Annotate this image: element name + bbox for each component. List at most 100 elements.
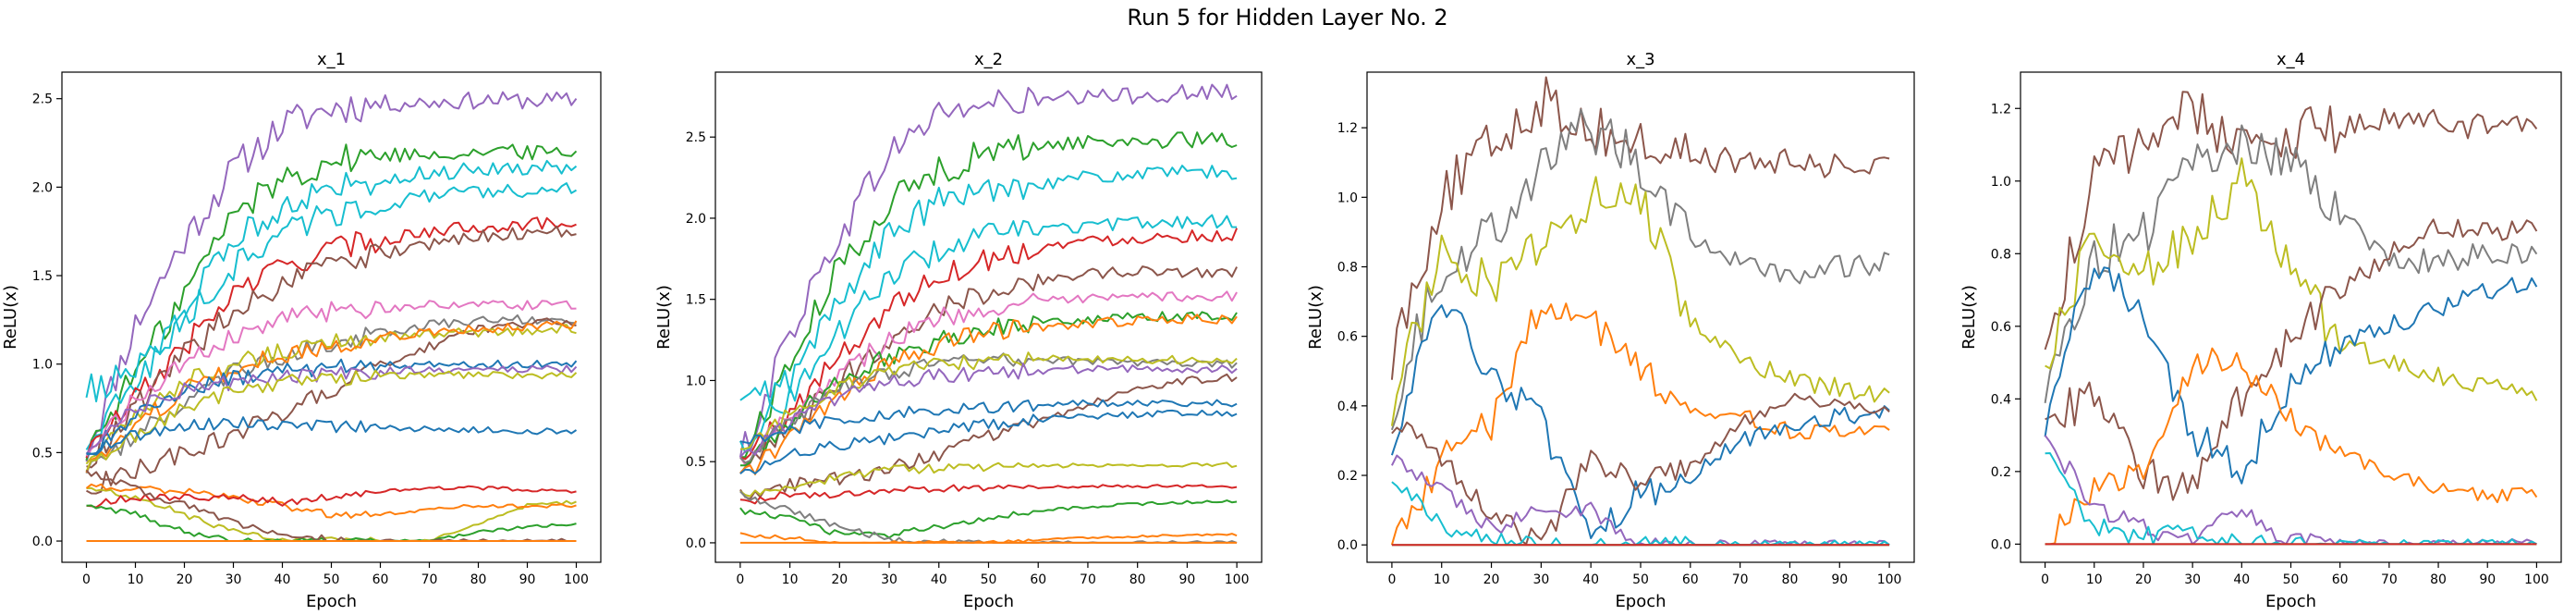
x-tick-label: 50 [324,572,340,587]
x-tick-label: 80 [470,572,487,587]
series-line [86,504,577,542]
series-line [85,300,577,457]
x-tick-label: 60 [1682,572,1699,587]
series-line [85,143,578,461]
series-line [739,399,1238,445]
y-tick-label: 0.4 [1991,392,2011,407]
x-tick-label: 30 [226,572,242,587]
series-line [85,216,577,459]
x-tick-label: 70 [421,572,438,587]
series-line [2044,124,2538,403]
series-line [739,290,1238,466]
x-tick-label: 70 [2381,572,2398,587]
series-line [739,461,1238,498]
subplot-title: x_2 [974,50,1003,69]
series-line [739,165,1238,406]
x-axis-label: Epoch [306,592,357,611]
series-line [739,499,1238,539]
x-axis-label: Epoch [1615,592,1666,611]
subplot-x-2: x_2 0 10 20 30 40 50 60 70 80 90 100 0.0 0.5 1.0 1.5 2.0… [654,50,1263,611]
series-line [85,483,577,519]
x-tick-label: 10 [1434,572,1450,587]
x-tick-label: 80 [1129,572,1146,587]
series-line [85,369,578,473]
series-line [1390,302,1890,546]
x-tick-label: 40 [1582,572,1599,587]
x-tick-label: 60 [1030,572,1046,587]
x-tick-label: 100 [564,572,589,587]
y-tick-label: 0.4 [1337,400,1358,414]
x-tick-label: 80 [1782,572,1799,587]
series-line [739,532,1238,544]
y-tick-label: 1.0 [1991,175,2011,190]
y-axis-label: ReLU(x) [654,285,674,350]
x-tick-label: 100 [1877,572,1902,587]
y-tick-label: 0.6 [1991,320,2011,335]
x-tick-label: 90 [1178,572,1195,587]
series-line [85,364,578,455]
series-line [739,314,1238,475]
x-tick-label: 100 [2524,572,2549,587]
y-tick-label: 2.0 [686,212,706,227]
figure-title: Run 5 for Hidden Layer No. 2 [1127,5,1447,31]
series-line [739,83,1238,458]
series-line [86,486,577,542]
series-line [739,131,1238,459]
y-tick-label: 0.0 [1991,537,2011,552]
x-tick-label: 40 [931,572,947,587]
series-line [86,416,578,456]
series-line [85,91,578,462]
subplot-title: x_4 [2277,50,2305,69]
x-tick-label: 20 [1483,572,1500,587]
x-tick-label: 0 [1387,572,1396,587]
x-tick-label: 10 [782,572,799,587]
series-line [85,182,578,450]
y-tick-label: 2.5 [686,130,706,145]
x-tick-label: 70 [1732,572,1749,587]
series-line [1390,176,1890,426]
y-tick-label: 1.5 [686,293,706,308]
x-tick-label: 90 [2479,572,2496,587]
y-axis-label: ReLU(x) [1959,285,1979,350]
series-line [86,485,577,509]
series-line [2045,157,2538,401]
series-group [2044,91,2538,546]
x-tick-label: 10 [2086,572,2103,587]
y-tick-label: 1.0 [686,374,706,388]
y-tick-label: 0.8 [1991,247,2011,262]
series-line [2044,435,2537,546]
series-line [86,317,577,495]
x-tick-label: 40 [275,572,291,587]
x-tick-label: 60 [2332,572,2349,587]
series-line [739,351,1238,450]
x-tick-label: 50 [1632,572,1649,587]
series-line [86,225,577,469]
series-line [85,159,578,403]
y-tick-label: 0.8 [1337,260,1358,275]
x-tick-label: 10 [128,572,144,587]
y-tick-label: 2.5 [32,92,53,107]
subplot-title: x_1 [317,50,346,69]
series-line [85,320,578,474]
subplot-x-3: x_3 0 10 20 30 40 50 60 70 80 90 100 0.0 0.2 0.4 0.6 0.8… [1306,50,1915,611]
series-line [1391,454,1890,547]
series-line [2045,218,2538,501]
x-axis-label: Epoch [2265,592,2316,611]
axes-frame [2020,71,2562,563]
series-group [739,83,1239,544]
series-line [2045,452,2537,546]
y-tick-label: 0.5 [686,455,706,470]
x-tick-label: 20 [177,572,193,587]
series-group [1390,76,1890,547]
x-tick-label: 60 [372,572,389,587]
y-tick-label: 1.5 [32,269,53,284]
x-tick-label: 30 [1532,572,1549,587]
series-line [85,469,577,542]
x-tick-label: 90 [1831,572,1848,587]
series-line [739,352,1238,464]
series-line [1390,108,1890,431]
x-tick-label: 40 [2233,572,2250,587]
subplot-title: x_3 [1626,50,1654,69]
series-line [739,373,1238,500]
